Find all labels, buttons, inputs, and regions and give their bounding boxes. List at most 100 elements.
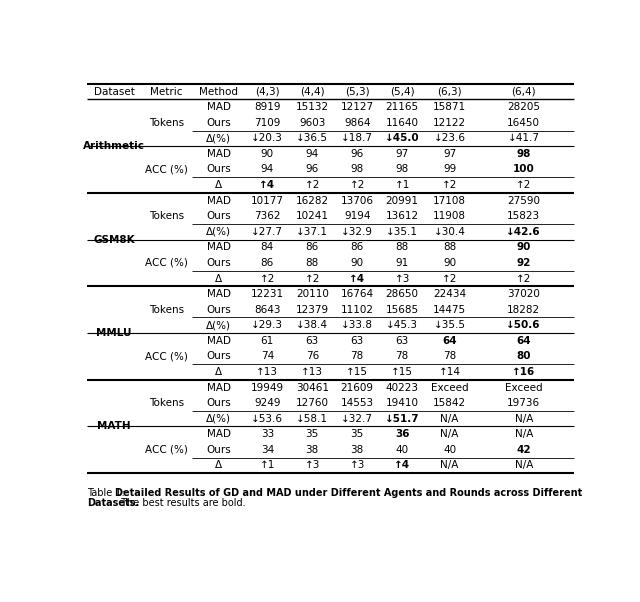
Text: 40: 40 bbox=[443, 445, 456, 455]
Text: Ours: Ours bbox=[206, 211, 231, 221]
Text: 16282: 16282 bbox=[296, 196, 329, 206]
Text: 12122: 12122 bbox=[433, 118, 466, 128]
Text: 78: 78 bbox=[351, 352, 364, 361]
Text: 96: 96 bbox=[306, 164, 319, 175]
Text: Arithmetic: Arithmetic bbox=[83, 141, 145, 151]
Text: 30461: 30461 bbox=[296, 382, 329, 393]
Text: Tokens: Tokens bbox=[149, 118, 184, 128]
Text: 15823: 15823 bbox=[507, 211, 540, 221]
Text: 28650: 28650 bbox=[386, 289, 419, 299]
Text: 92: 92 bbox=[516, 258, 531, 268]
Text: 9194: 9194 bbox=[344, 211, 371, 221]
Text: ↓37.1: ↓37.1 bbox=[296, 227, 328, 237]
Text: Tokens: Tokens bbox=[149, 398, 184, 408]
Text: 9249: 9249 bbox=[254, 398, 280, 408]
Text: ↓29.3: ↓29.3 bbox=[252, 320, 284, 330]
Text: 35: 35 bbox=[306, 429, 319, 439]
Text: N/A: N/A bbox=[440, 429, 459, 439]
Text: 86: 86 bbox=[260, 258, 274, 268]
Text: 12379: 12379 bbox=[296, 305, 329, 315]
Text: 98: 98 bbox=[516, 149, 531, 159]
Text: ↓58.1: ↓58.1 bbox=[296, 414, 328, 424]
Text: 94: 94 bbox=[260, 164, 274, 175]
Text: Dataset: Dataset bbox=[93, 87, 134, 96]
Text: MAD: MAD bbox=[207, 243, 230, 252]
Text: Tokens: Tokens bbox=[149, 305, 184, 315]
Text: Ours: Ours bbox=[206, 352, 231, 361]
Text: MAD: MAD bbox=[207, 429, 230, 439]
Text: 88: 88 bbox=[443, 243, 456, 252]
Text: 15132: 15132 bbox=[296, 102, 329, 112]
Text: 98: 98 bbox=[351, 164, 364, 175]
Text: ↓32.7: ↓32.7 bbox=[341, 414, 373, 424]
Text: Ours: Ours bbox=[206, 164, 231, 175]
Text: 10177: 10177 bbox=[251, 196, 284, 206]
Text: 64: 64 bbox=[442, 336, 457, 346]
Text: ↓35.5: ↓35.5 bbox=[433, 320, 465, 330]
Text: 61: 61 bbox=[260, 336, 274, 346]
Text: 16450: 16450 bbox=[507, 118, 540, 128]
Text: 86: 86 bbox=[351, 243, 364, 252]
Text: 84: 84 bbox=[260, 243, 274, 252]
Text: 20991: 20991 bbox=[386, 196, 419, 206]
Text: 11640: 11640 bbox=[386, 118, 419, 128]
Text: 21165: 21165 bbox=[386, 102, 419, 112]
Text: Ours: Ours bbox=[206, 398, 231, 408]
Text: 38: 38 bbox=[306, 445, 319, 455]
Text: Exceed: Exceed bbox=[505, 382, 543, 393]
Text: Δ: Δ bbox=[215, 273, 222, 284]
Text: 8919: 8919 bbox=[254, 102, 280, 112]
Text: 14475: 14475 bbox=[433, 305, 466, 315]
Text: 13706: 13706 bbox=[340, 196, 374, 206]
Text: ↑3: ↑3 bbox=[394, 273, 410, 284]
Text: Ours: Ours bbox=[206, 118, 231, 128]
Text: ↓42.6: ↓42.6 bbox=[506, 227, 541, 237]
Text: The best results are bold.: The best results are bold. bbox=[118, 498, 246, 508]
Text: 90: 90 bbox=[443, 258, 456, 268]
Text: (6,4): (6,4) bbox=[511, 87, 536, 96]
Text: 11908: 11908 bbox=[433, 211, 466, 221]
Text: ACC (%): ACC (%) bbox=[145, 164, 188, 175]
Text: 90: 90 bbox=[516, 243, 531, 252]
Text: 90: 90 bbox=[260, 149, 274, 159]
Text: 40: 40 bbox=[396, 445, 409, 455]
Text: MAD: MAD bbox=[207, 336, 230, 346]
Text: 35: 35 bbox=[351, 429, 364, 439]
Text: GSM8K: GSM8K bbox=[93, 235, 135, 244]
Text: ↓33.8: ↓33.8 bbox=[341, 320, 373, 330]
Text: (4,4): (4,4) bbox=[300, 87, 324, 96]
Text: ↓50.6: ↓50.6 bbox=[506, 320, 541, 330]
Text: ACC (%): ACC (%) bbox=[145, 352, 188, 361]
Text: Metric: Metric bbox=[150, 87, 182, 96]
Text: Δ(%): Δ(%) bbox=[206, 133, 231, 143]
Text: 80: 80 bbox=[516, 352, 531, 361]
Text: 90: 90 bbox=[351, 258, 364, 268]
Text: 17108: 17108 bbox=[433, 196, 466, 206]
Text: ↓18.7: ↓18.7 bbox=[341, 133, 373, 143]
Text: N/A: N/A bbox=[515, 414, 533, 424]
Text: 19949: 19949 bbox=[251, 382, 284, 393]
Text: ↑2: ↑2 bbox=[442, 180, 457, 190]
Text: 94: 94 bbox=[306, 149, 319, 159]
Text: 15842: 15842 bbox=[433, 398, 466, 408]
Text: Exceed: Exceed bbox=[431, 382, 468, 393]
Text: ↑15: ↑15 bbox=[346, 367, 368, 377]
Text: MAD: MAD bbox=[207, 102, 230, 112]
Text: 19736: 19736 bbox=[507, 398, 540, 408]
Text: ↑4: ↑4 bbox=[394, 461, 410, 470]
Text: MAD: MAD bbox=[207, 382, 230, 393]
Text: Ours: Ours bbox=[206, 445, 231, 455]
Text: Method: Method bbox=[199, 87, 238, 96]
Text: Datasets.: Datasets. bbox=[88, 498, 140, 508]
Text: ↑3: ↑3 bbox=[305, 461, 320, 470]
Text: ↓36.5: ↓36.5 bbox=[296, 133, 328, 143]
Text: (5,4): (5,4) bbox=[390, 87, 415, 96]
Text: ACC (%): ACC (%) bbox=[145, 258, 188, 268]
Text: ↓35.1: ↓35.1 bbox=[386, 227, 418, 237]
Text: Ours: Ours bbox=[206, 305, 231, 315]
Text: ↑13: ↑13 bbox=[256, 367, 278, 377]
Text: 88: 88 bbox=[306, 258, 319, 268]
Text: 91: 91 bbox=[396, 258, 409, 268]
Text: 14553: 14553 bbox=[340, 398, 374, 408]
Text: 20110: 20110 bbox=[296, 289, 329, 299]
